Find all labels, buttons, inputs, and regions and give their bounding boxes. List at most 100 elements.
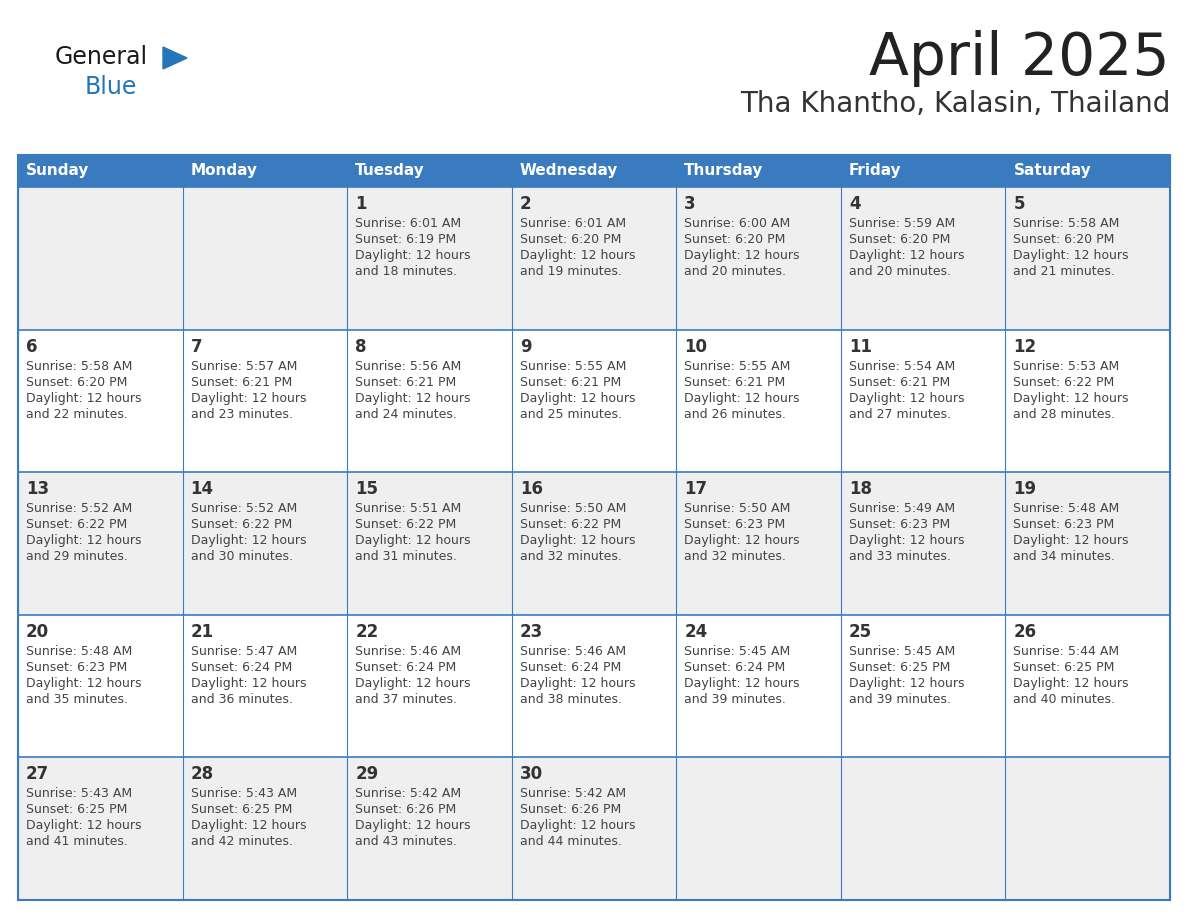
Text: Daylight: 12 hours: Daylight: 12 hours bbox=[190, 392, 307, 405]
Bar bbox=[18, 615, 183, 757]
Text: Sunset: 6:24 PM: Sunset: 6:24 PM bbox=[190, 661, 292, 674]
Text: and 39 minutes.: and 39 minutes. bbox=[684, 693, 786, 706]
Bar bbox=[676, 472, 841, 615]
Text: Sunrise: 5:44 AM: Sunrise: 5:44 AM bbox=[1013, 644, 1119, 658]
Bar bbox=[18, 155, 1170, 187]
Text: Sunset: 6:20 PM: Sunset: 6:20 PM bbox=[1013, 233, 1114, 246]
Bar bbox=[512, 757, 676, 900]
Bar bbox=[512, 187, 676, 330]
Text: Daylight: 12 hours: Daylight: 12 hours bbox=[26, 534, 141, 547]
Text: Sunrise: 5:49 AM: Sunrise: 5:49 AM bbox=[849, 502, 955, 515]
Bar bbox=[1005, 615, 1170, 757]
Text: and 20 minutes.: and 20 minutes. bbox=[684, 265, 786, 278]
Text: Sunrise: 5:42 AM: Sunrise: 5:42 AM bbox=[355, 788, 461, 800]
Text: 30: 30 bbox=[519, 766, 543, 783]
Text: Daylight: 12 hours: Daylight: 12 hours bbox=[849, 677, 965, 689]
Text: Thursday: Thursday bbox=[684, 163, 764, 178]
Bar bbox=[183, 187, 347, 330]
Text: Sunrise: 5:57 AM: Sunrise: 5:57 AM bbox=[190, 360, 297, 373]
Text: Sunday: Sunday bbox=[26, 163, 89, 178]
Text: and 29 minutes.: and 29 minutes. bbox=[26, 550, 128, 564]
Text: Daylight: 12 hours: Daylight: 12 hours bbox=[190, 677, 307, 689]
Bar bbox=[841, 615, 1005, 757]
Text: Sunset: 6:21 PM: Sunset: 6:21 PM bbox=[519, 375, 621, 388]
Text: and 30 minutes.: and 30 minutes. bbox=[190, 550, 292, 564]
Text: Sunrise: 5:42 AM: Sunrise: 5:42 AM bbox=[519, 788, 626, 800]
Text: Sunset: 6:19 PM: Sunset: 6:19 PM bbox=[355, 233, 456, 246]
Text: Daylight: 12 hours: Daylight: 12 hours bbox=[355, 392, 470, 405]
Text: Sunrise: 5:51 AM: Sunrise: 5:51 AM bbox=[355, 502, 461, 515]
Text: Sunrise: 5:43 AM: Sunrise: 5:43 AM bbox=[190, 788, 297, 800]
Text: Blue: Blue bbox=[86, 75, 138, 99]
Text: Sunrise: 5:58 AM: Sunrise: 5:58 AM bbox=[26, 360, 132, 373]
Bar bbox=[347, 330, 512, 472]
Text: Sunset: 6:23 PM: Sunset: 6:23 PM bbox=[684, 518, 785, 532]
Text: Daylight: 12 hours: Daylight: 12 hours bbox=[519, 677, 636, 689]
Text: 8: 8 bbox=[355, 338, 367, 355]
Text: Sunrise: 5:47 AM: Sunrise: 5:47 AM bbox=[190, 644, 297, 658]
Bar bbox=[512, 472, 676, 615]
Bar bbox=[183, 757, 347, 900]
Text: Sunrise: 5:54 AM: Sunrise: 5:54 AM bbox=[849, 360, 955, 373]
Text: 22: 22 bbox=[355, 622, 379, 641]
Text: and 19 minutes.: and 19 minutes. bbox=[519, 265, 621, 278]
Polygon shape bbox=[163, 47, 187, 69]
Text: and 37 minutes.: and 37 minutes. bbox=[355, 693, 457, 706]
Text: Daylight: 12 hours: Daylight: 12 hours bbox=[1013, 249, 1129, 262]
Text: 19: 19 bbox=[1013, 480, 1037, 498]
Text: and 43 minutes.: and 43 minutes. bbox=[355, 835, 457, 848]
Text: Sunset: 6:25 PM: Sunset: 6:25 PM bbox=[26, 803, 127, 816]
Text: Sunset: 6:20 PM: Sunset: 6:20 PM bbox=[26, 375, 127, 388]
Bar bbox=[18, 757, 183, 900]
Text: Daylight: 12 hours: Daylight: 12 hours bbox=[519, 249, 636, 262]
Bar bbox=[347, 615, 512, 757]
Text: 29: 29 bbox=[355, 766, 379, 783]
Text: and 39 minutes.: and 39 minutes. bbox=[849, 693, 950, 706]
Bar bbox=[183, 330, 347, 472]
Text: and 40 minutes.: and 40 minutes. bbox=[1013, 693, 1116, 706]
Text: Daylight: 12 hours: Daylight: 12 hours bbox=[519, 820, 636, 833]
Bar bbox=[512, 615, 676, 757]
Bar bbox=[676, 757, 841, 900]
Text: Sunset: 6:25 PM: Sunset: 6:25 PM bbox=[849, 661, 950, 674]
Text: Sunset: 6:24 PM: Sunset: 6:24 PM bbox=[355, 661, 456, 674]
Text: Daylight: 12 hours: Daylight: 12 hours bbox=[1013, 392, 1129, 405]
Text: Sunrise: 5:52 AM: Sunrise: 5:52 AM bbox=[26, 502, 132, 515]
Text: Sunrise: 5:48 AM: Sunrise: 5:48 AM bbox=[1013, 502, 1119, 515]
Bar bbox=[676, 615, 841, 757]
Text: Daylight: 12 hours: Daylight: 12 hours bbox=[849, 249, 965, 262]
Text: Sunset: 6:25 PM: Sunset: 6:25 PM bbox=[1013, 661, 1114, 674]
Text: Friday: Friday bbox=[849, 163, 902, 178]
Text: Daylight: 12 hours: Daylight: 12 hours bbox=[26, 820, 141, 833]
Text: Saturday: Saturday bbox=[1013, 163, 1092, 178]
Text: Sunrise: 5:55 AM: Sunrise: 5:55 AM bbox=[519, 360, 626, 373]
Bar bbox=[18, 187, 183, 330]
Text: and 26 minutes.: and 26 minutes. bbox=[684, 408, 786, 420]
Text: Monday: Monday bbox=[190, 163, 258, 178]
Text: 11: 11 bbox=[849, 338, 872, 355]
Text: Sunset: 6:24 PM: Sunset: 6:24 PM bbox=[684, 661, 785, 674]
Text: 13: 13 bbox=[26, 480, 49, 498]
Text: Daylight: 12 hours: Daylight: 12 hours bbox=[26, 677, 141, 689]
Text: Sunrise: 6:01 AM: Sunrise: 6:01 AM bbox=[355, 217, 461, 230]
Text: Sunset: 6:22 PM: Sunset: 6:22 PM bbox=[1013, 375, 1114, 388]
Text: Wednesday: Wednesday bbox=[519, 163, 618, 178]
Text: Sunrise: 5:46 AM: Sunrise: 5:46 AM bbox=[519, 644, 626, 658]
Text: 28: 28 bbox=[190, 766, 214, 783]
Bar bbox=[841, 187, 1005, 330]
Text: 1: 1 bbox=[355, 195, 367, 213]
Text: Sunset: 6:23 PM: Sunset: 6:23 PM bbox=[1013, 518, 1114, 532]
Text: and 35 minutes.: and 35 minutes. bbox=[26, 693, 128, 706]
Bar bbox=[841, 330, 1005, 472]
Text: Sunset: 6:20 PM: Sunset: 6:20 PM bbox=[684, 233, 785, 246]
Text: Sunset: 6:20 PM: Sunset: 6:20 PM bbox=[849, 233, 950, 246]
Text: and 25 minutes.: and 25 minutes. bbox=[519, 408, 621, 420]
Text: Sunset: 6:25 PM: Sunset: 6:25 PM bbox=[190, 803, 292, 816]
Text: Daylight: 12 hours: Daylight: 12 hours bbox=[355, 249, 470, 262]
Text: Sunset: 6:21 PM: Sunset: 6:21 PM bbox=[190, 375, 292, 388]
Bar bbox=[18, 155, 1170, 900]
Text: Daylight: 12 hours: Daylight: 12 hours bbox=[355, 820, 470, 833]
Text: and 34 minutes.: and 34 minutes. bbox=[1013, 550, 1116, 564]
Bar bbox=[347, 757, 512, 900]
Text: Sunset: 6:24 PM: Sunset: 6:24 PM bbox=[519, 661, 621, 674]
